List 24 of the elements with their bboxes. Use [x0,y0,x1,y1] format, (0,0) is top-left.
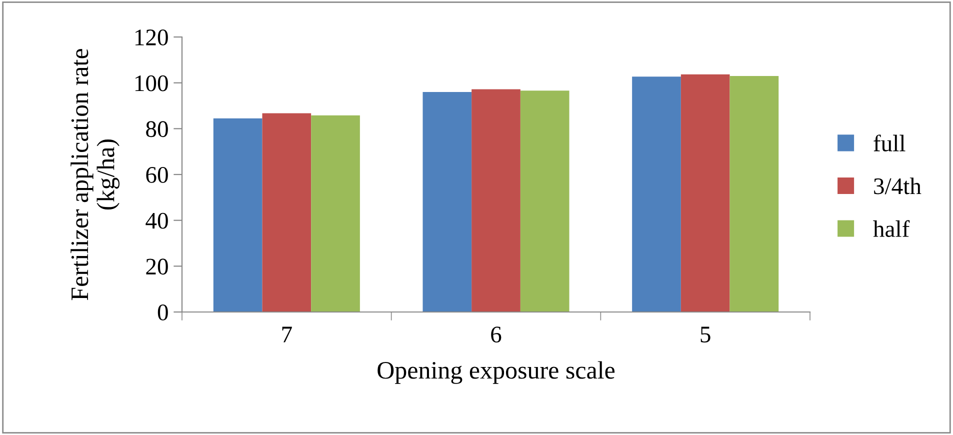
bar [520,90,570,312]
legend-label: full [874,134,906,152]
legend-label: half [873,220,910,238]
bar [213,118,262,312]
y-tick-label: 120 [135,29,168,46]
y-tick-label: 80 [146,121,168,138]
bar [422,92,472,312]
y-tick-label: 0 [158,304,168,320]
y-tick-label: 60 [146,166,168,183]
bar [472,89,520,312]
y-tick-label: 20 [146,258,168,275]
bar [730,76,779,312]
x-tick-label: 5 [700,326,710,343]
bar [311,115,360,312]
y-tick-label: 40 [146,212,168,229]
y-tick-label: 100 [135,75,168,92]
x-tick-label: 7 [282,326,292,342]
bar [680,74,730,312]
x-tick-label: 6 [491,326,502,343]
bar [262,113,312,312]
x-axis-title: Opening exposure scale [378,361,615,384]
y-axis-title: Fertilizer application rate (kg/ha) [70,49,120,300]
bar [632,76,681,312]
legend-label: 3/4th [874,178,922,194]
